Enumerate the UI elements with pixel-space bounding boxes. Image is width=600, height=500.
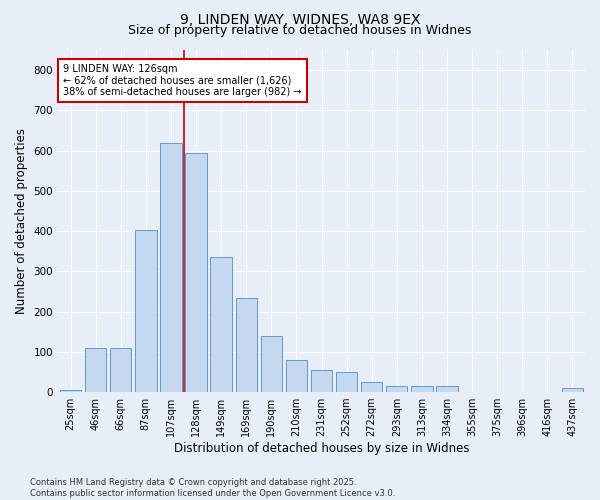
Text: 9, LINDEN WAY, WIDNES, WA8 9EX: 9, LINDEN WAY, WIDNES, WA8 9EX xyxy=(180,12,420,26)
Text: Contains HM Land Registry data © Crown copyright and database right 2025.
Contai: Contains HM Land Registry data © Crown c… xyxy=(30,478,395,498)
Bar xyxy=(361,382,382,392)
Bar xyxy=(562,388,583,392)
X-axis label: Distribution of detached houses by size in Widnes: Distribution of detached houses by size … xyxy=(174,442,469,455)
Bar xyxy=(236,298,257,392)
Bar xyxy=(211,258,232,392)
Bar xyxy=(336,372,357,392)
Bar xyxy=(160,142,182,392)
Bar xyxy=(411,386,433,392)
Bar xyxy=(85,348,106,392)
Bar xyxy=(436,386,458,392)
Bar xyxy=(185,152,207,392)
Y-axis label: Number of detached properties: Number of detached properties xyxy=(15,128,28,314)
Bar xyxy=(286,360,307,392)
Text: Size of property relative to detached houses in Widnes: Size of property relative to detached ho… xyxy=(128,24,472,37)
Bar xyxy=(386,386,407,392)
Bar xyxy=(110,348,131,392)
Text: 9 LINDEN WAY: 126sqm
← 62% of detached houses are smaller (1,626)
38% of semi-de: 9 LINDEN WAY: 126sqm ← 62% of detached h… xyxy=(64,64,302,97)
Bar xyxy=(260,336,282,392)
Bar xyxy=(311,370,332,392)
Bar xyxy=(135,230,157,392)
Bar xyxy=(60,390,81,392)
